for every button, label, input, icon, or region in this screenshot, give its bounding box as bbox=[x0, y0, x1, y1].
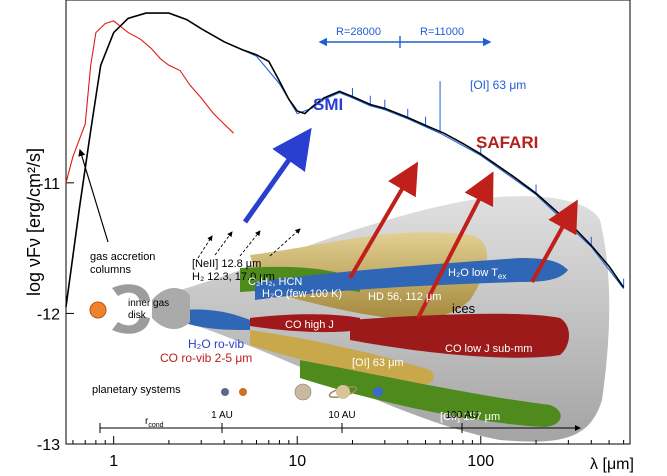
gas-accretion-label-2: columns bbox=[90, 264, 131, 276]
smi-arrow bbox=[242, 127, 312, 224]
inner-gas-label-2: disk bbox=[128, 310, 147, 321]
r-28000-label: R=28000 bbox=[336, 26, 381, 38]
planet-mars-icon bbox=[239, 388, 247, 396]
planet-saturn-icon bbox=[336, 385, 350, 399]
red-band-middle bbox=[250, 314, 360, 333]
safari-arrow-1 bbox=[348, 161, 419, 280]
planet-earth-icon bbox=[221, 388, 229, 396]
x-tick-label: 100 bbox=[467, 453, 494, 470]
co-high-label: CO high J bbox=[285, 319, 334, 331]
red-band-large bbox=[350, 313, 569, 358]
c2h2-label: C₂H₂, HCN bbox=[248, 276, 302, 288]
oi-label: [OI] 63 μm bbox=[470, 78, 526, 92]
neii-label: [NeII] 12.8 μm bbox=[192, 258, 261, 270]
y-axis-label: log νFν [erg/cm²/s] bbox=[24, 148, 44, 296]
y-tick-label: -13 bbox=[37, 437, 60, 454]
h2o-rovib-label: H₂O ro-vib bbox=[188, 337, 244, 351]
accretion-arrow bbox=[78, 148, 109, 243]
safari-arrow-3 bbox=[530, 199, 578, 283]
star-magnetosphere bbox=[112, 284, 150, 334]
cii-label: [CII] 157 μm bbox=[440, 411, 500, 423]
au10-label: 10 AU bbox=[328, 410, 355, 421]
co-rovib-label: CO ro-vib 2-5 μm bbox=[160, 351, 252, 365]
planet-jupiter-icon bbox=[294, 383, 312, 401]
hd-label: HD 56, 112 μm bbox=[368, 291, 441, 303]
dashed-arrow-1 bbox=[197, 235, 213, 259]
gas-accretion-label: gas accretion bbox=[90, 251, 155, 263]
y-tick-label: -12 bbox=[37, 306, 60, 323]
x-ticks: 1 10 100 bbox=[72, 436, 625, 470]
ices-label: ices bbox=[452, 301, 476, 316]
au100-label: 100 AU bbox=[446, 410, 479, 421]
r-11000-label: R=11000 bbox=[420, 26, 464, 38]
sed-model-line bbox=[65, 12, 625, 308]
inner-gas-label: inner gas bbox=[128, 298, 169, 309]
x-axis-label: λ [μm] bbox=[590, 456, 634, 473]
x-tick-label: 1 bbox=[109, 453, 118, 470]
planetary-label: planetary systems bbox=[92, 384, 181, 396]
smi-label: SMI bbox=[313, 95, 343, 114]
gold-band-lower bbox=[250, 330, 434, 386]
blue-band-upper bbox=[255, 258, 568, 300]
h2-label: H₂ 12.3, 17.0 μm bbox=[192, 271, 275, 283]
series-layer bbox=[65, 12, 625, 308]
star bbox=[89, 301, 107, 319]
safari-label: SAFARI bbox=[476, 133, 538, 152]
green-band-lower bbox=[300, 360, 561, 427]
x-tick-label: 10 bbox=[288, 453, 306, 470]
oi63-label: [OI] 63 μm bbox=[352, 357, 404, 369]
safari-arrow-2 bbox=[416, 171, 494, 319]
plot-frame bbox=[65, 0, 631, 445]
inner-disk bbox=[152, 288, 190, 330]
y-ticks: -13 -12 -11 bbox=[37, 176, 74, 454]
blue-band-lower bbox=[182, 309, 250, 330]
h2o-low-label: H₂O low Tex bbox=[448, 267, 506, 281]
co-low-label: CO low J sub-mm bbox=[445, 343, 532, 355]
axes: -13 -12 -11 1 10 100 log νFν [erg/cm²/s] λ [… bbox=[24, 0, 634, 473]
y-tick-label: -11 bbox=[38, 176, 60, 193]
au1-label: 1 AU bbox=[211, 410, 233, 421]
dashed-arrow-4 bbox=[269, 228, 301, 257]
disk-illustration bbox=[89, 196, 610, 442]
optical-spectrum-line bbox=[65, 20, 234, 183]
dashed-arrow-3 bbox=[239, 230, 261, 257]
dashed-arrow-2 bbox=[214, 231, 233, 256]
planet-neptune-icon bbox=[373, 387, 383, 397]
annotations: R=28000 R=11000 [OI] 63 μm SMI SAFARI ga… bbox=[78, 26, 581, 433]
rcond-label: rcond bbox=[145, 416, 164, 429]
h2o-few-label: H₂O (few 100 K) bbox=[262, 288, 342, 300]
